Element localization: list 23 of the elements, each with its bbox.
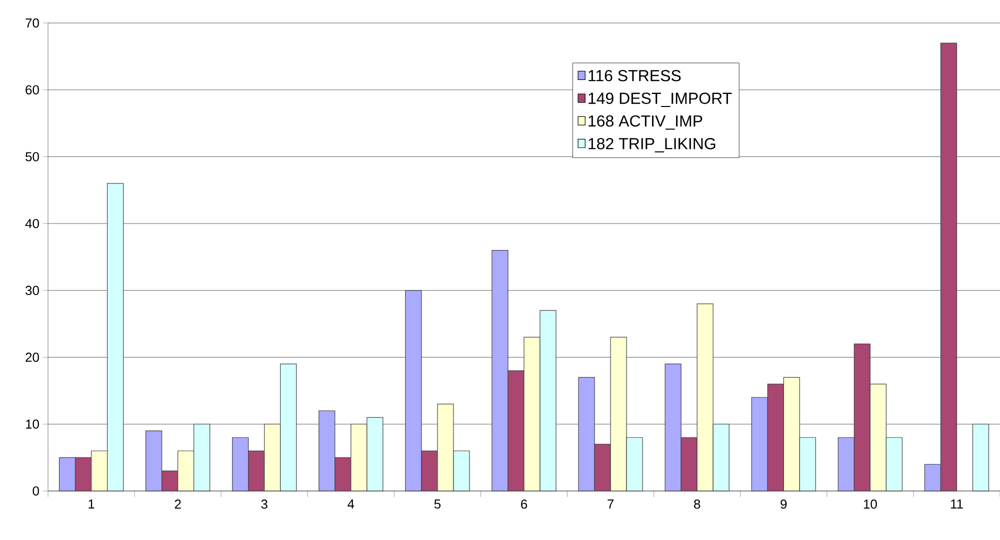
- y-tick-label: 70: [26, 18, 39, 28]
- x-tick-label: 8: [694, 500, 700, 509]
- x-tick-label: 9: [780, 500, 787, 509]
- x-tick-label: 6: [521, 500, 528, 509]
- x-tick-label: 2: [174, 500, 181, 509]
- x-tick-label: 3: [261, 500, 268, 509]
- x-tick-label: 11: [950, 500, 963, 508]
- y-tick-label: 0: [32, 486, 39, 496]
- y-tick-label: 10: [26, 420, 39, 429]
- legend-label: 149 DEST_IMPORT: [588, 92, 732, 108]
- x-tick-label: 1: [88, 500, 94, 508]
- x-tick-label: 10: [864, 500, 877, 509]
- y-tick-label: 30: [26, 286, 39, 296]
- x-tick-label: 7: [608, 500, 614, 508]
- x-tick-label: 4: [348, 500, 354, 508]
- y-tick-label: 60: [26, 85, 39, 94]
- legend-label: 168 ACTIV_IMP: [588, 115, 702, 130]
- y-tick-label: 40: [25, 218, 39, 228]
- y-tick-label: 50: [26, 152, 39, 162]
- x-tick-label: 5: [434, 500, 441, 509]
- legend-label: 116 STRESS: [588, 70, 681, 82]
- legend-label: 182 TRIP_LIKING: [588, 138, 716, 152]
- y-tick-label: 20: [26, 352, 39, 362]
